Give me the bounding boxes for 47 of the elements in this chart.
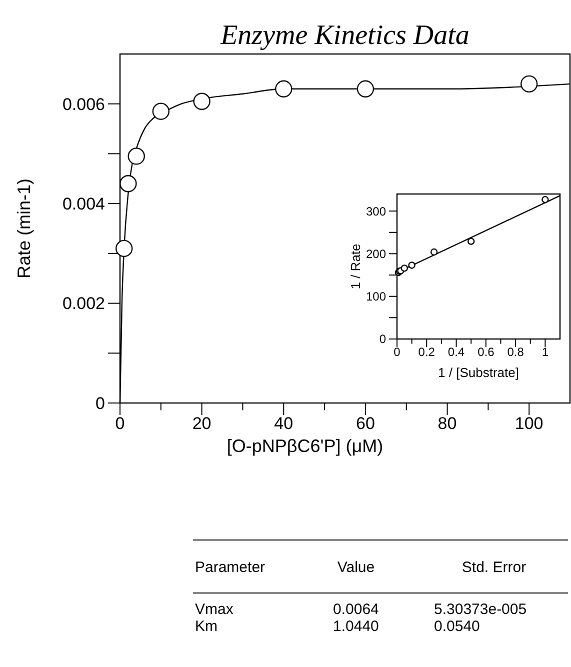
y-tick-label: 0.006 [62,94,105,114]
point [128,148,145,165]
text: 1.0440 [333,618,379,635]
x-tick-label: 40 [274,414,294,433]
x-tick-label: 0.2 [418,345,436,359]
text: Vmax [195,601,234,618]
x-tick-label: 60 [356,414,375,433]
point [275,80,292,98]
point [152,102,170,120]
point [356,80,374,98]
chart-title: Enzyme Kinetics Data [220,20,470,51]
y-tick-label: 200 [366,246,386,261]
point [430,248,438,256]
x-tick-label: 0 [115,414,125,433]
y-tick-label: 0 [96,394,105,413]
x-tick-label: 0.8 [507,345,524,359]
x-axis-title: 1 / [Substrate] [438,365,519,380]
x-tick-label: 80 [438,414,457,433]
x-tick-label: 1 [542,345,549,359]
x-tick-label: 0.6 [478,345,495,359]
point [193,92,210,110]
text: Parameter [195,559,266,576]
y-tick-label: 300 [366,204,386,218]
text: Km [195,618,218,635]
x-tick-label: 0 [394,345,401,359]
point [542,196,549,204]
point [467,238,475,245]
x-tick-label: 20 [192,414,212,433]
text: 0.0540 [434,618,480,635]
x-tick-label: 0.4 [448,345,465,359]
point [120,175,137,192]
point [400,264,408,272]
point [408,262,416,269]
y-tick-label: 0.004 [62,194,105,214]
y-tick-label: 100 [366,290,386,304]
point [115,240,133,258]
y-axis-title: 1 / Rate [348,244,363,290]
y-tick-label: 0 [379,332,386,346]
text: 0.0064 [333,601,379,618]
y-axis-title: Rate (min-1) [14,178,34,279]
y-tick-label: 0.002 [62,294,105,314]
text: Std. Error [462,559,526,576]
x-tick-label: 100 [514,414,544,433]
text: 5.30373e-005 [434,601,527,618]
text: Value [337,559,375,576]
point [520,75,538,93]
x-axis-title: [O-pNPβC6'P] (μM) [226,436,384,456]
